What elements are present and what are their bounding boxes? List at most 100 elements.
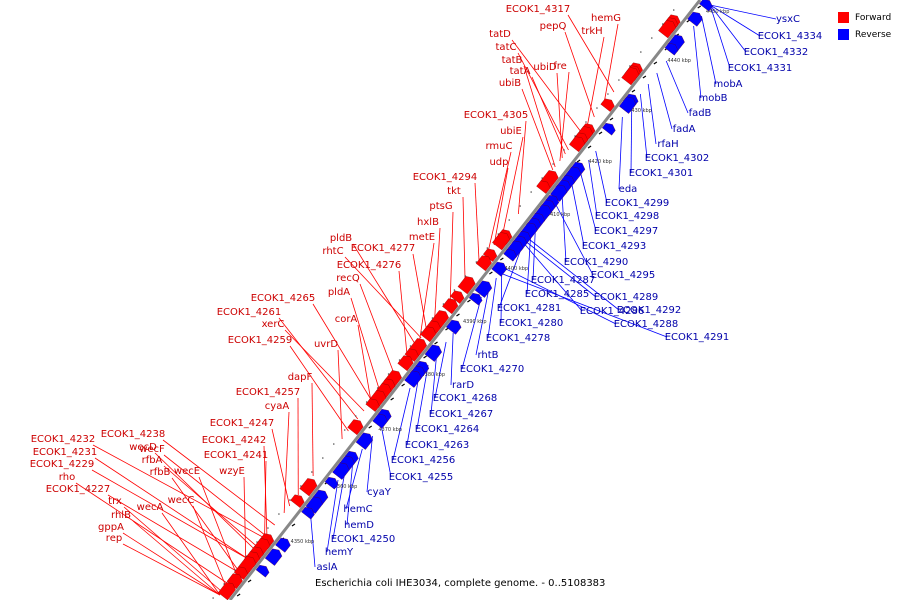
reverse-leader-line [618, 116, 623, 190]
scale-dash [467, 299, 471, 303]
gene-arrow [275, 537, 291, 553]
forward-gene-label: ECOK1_4257 [236, 387, 301, 398]
kbp-tick-label: 4410 kbp [547, 212, 571, 218]
scale-dash [642, 75, 647, 79]
reverse-leader-line [380, 424, 392, 478]
reverse-gene-label: hemC [343, 504, 372, 515]
forward-gene-label: gppA [98, 522, 124, 533]
reverse-leader-line [527, 237, 620, 311]
reverse-leader-line [345, 448, 363, 510]
kbp-tick-label: 4420 kbp [588, 159, 612, 165]
reverse-gene-label: aslA [317, 562, 338, 573]
forward-leader-line [462, 196, 466, 283]
forward-gene-label: ECOK1_4277 [351, 243, 416, 254]
guide-dot [618, 79, 620, 81]
reverse-leader-line [595, 150, 608, 204]
forward-leader-line [487, 151, 512, 254]
scale-dash [587, 145, 592, 149]
forward-gene-label: fre [553, 61, 567, 72]
gene-arrow [299, 478, 318, 497]
guide-dot [585, 121, 587, 123]
guide-dot [278, 513, 280, 515]
legend-item-reverse: Reverse [838, 26, 891, 43]
forward-leader-line [352, 243, 417, 346]
gene-arrow [699, 0, 713, 12]
forward-leader-line [412, 253, 428, 332]
reverse-gene-label: ECOK1_4256 [391, 455, 456, 466]
forward-gene-label: udp [489, 157, 508, 168]
reverse-leader-line [332, 470, 346, 540]
kbp-tick-label: 4350 kbp [291, 539, 315, 545]
forward-gene-label: corA [335, 314, 358, 325]
forward-leader-line [123, 506, 223, 593]
guide-dot [607, 93, 609, 95]
guide-dot [453, 289, 456, 291]
reverse-leader-line [498, 243, 524, 309]
reverse-gene-label: ECOK1_4278 [486, 333, 551, 344]
forward-leader-line [122, 532, 221, 596]
scale-dash [423, 355, 427, 359]
guide-dot [596, 107, 598, 109]
gene-arrow [687, 11, 703, 27]
reverse-gene-label: rhtB [477, 350, 498, 361]
forward-gene-label: ECOK1_4227 [46, 484, 111, 495]
forward-leader-line [289, 345, 349, 432]
reverse-leader-line [630, 104, 633, 174]
forward-gene-label: xerC [262, 319, 285, 330]
gene-arrow [600, 98, 615, 112]
forward-genes [217, 14, 681, 600]
reverse-gene-label: ECOK1_4292 [617, 305, 682, 316]
forward-gene-label: ECOK1_4247 [210, 418, 275, 429]
reverse-gene-label: ECOK1_4285 [525, 289, 590, 300]
reverse-gene-label: rarD [452, 380, 474, 391]
forward-gene-label: trx [108, 496, 122, 507]
reverse-gene-label: ECOK1_4263 [405, 440, 470, 451]
gene-arrow [404, 370, 422, 388]
reverse-gene-label: fadB [689, 108, 712, 119]
forward-gene-label: cyaA [265, 401, 290, 412]
reverse-swatch [838, 29, 849, 40]
gene-arrow [217, 582, 236, 600]
reverse-leader-line [500, 270, 503, 324]
scale-dash [500, 257, 504, 261]
gene-arrow [324, 476, 339, 490]
forward-leader-line [344, 256, 422, 339]
gene-arrow [474, 280, 493, 298]
reverse-gene-label: ECOK1_4293 [582, 241, 647, 252]
forward-leader-line [75, 482, 229, 585]
scale-dash [368, 425, 373, 429]
reverse-leader-line [554, 202, 594, 276]
forward-gene-label: wecD [129, 442, 157, 453]
kbp-tick-label: 4390 kbp [463, 319, 487, 325]
reverse-gene-label: ECOK1_4250 [331, 534, 396, 545]
gene-arrow [301, 506, 315, 520]
forward-leader-line [350, 297, 381, 392]
guide-dot [563, 149, 565, 151]
kbp-tick-label: 4430 kbp [628, 108, 652, 114]
gene-arrow [226, 573, 243, 590]
forward-leader-lines [75, 14, 619, 596]
reverse-leader-line [701, 15, 717, 85]
forward-gene-label: ECOK1_4231 [33, 447, 98, 458]
forward-gene-label: ECOK1_4232 [31, 434, 96, 445]
scale-dash [456, 313, 460, 317]
scale-dash [653, 61, 658, 65]
legend-forward-label: Forward [855, 12, 892, 23]
guide-dot [552, 163, 554, 165]
reverse-gene-label: ECOK1_4298 [595, 211, 660, 222]
reverse-leader-line [709, 4, 761, 37]
genome-backbone [228, 0, 702, 600]
forward-leader-line [419, 242, 435, 341]
scale-dash [236, 593, 241, 597]
reverse-leader-line [588, 159, 598, 217]
reverse-leader-line [487, 277, 497, 339]
kbp-tick-label: 4370 kbp [378, 427, 402, 433]
forward-leader-line [92, 444, 265, 539]
reverse-gene-label: hemY [325, 547, 354, 558]
gene-arrow [233, 566, 249, 580]
scale-dash [401, 383, 405, 387]
forward-gene-label: tatD [489, 29, 511, 40]
gene-arrow [664, 42, 679, 56]
gene-arrow [503, 248, 517, 262]
